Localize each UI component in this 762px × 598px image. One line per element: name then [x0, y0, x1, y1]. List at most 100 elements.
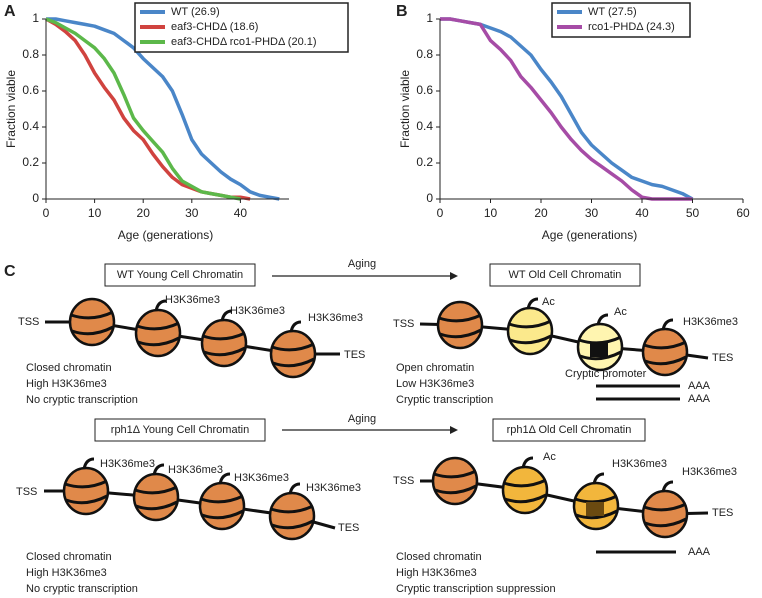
mark-label: H3K36me3: [683, 316, 738, 328]
nucleosome: [269, 329, 317, 379]
y-tick-label: 0.8: [22, 47, 39, 61]
x-tick-label: 50: [686, 206, 700, 220]
tss-label: TSS: [18, 316, 39, 328]
tes-label: TES: [344, 349, 365, 361]
nucleosome: [268, 491, 316, 541]
dna-wrap: [136, 321, 180, 347]
mark-label: H3K36me3: [165, 294, 220, 306]
description: High H3K36me3: [396, 567, 477, 579]
promoter-label: Cryptic promoter: [565, 368, 647, 380]
dna-wrap: [134, 485, 178, 511]
description: Open chromatin: [396, 362, 474, 374]
panel-label: A: [4, 3, 16, 20]
histone-tail: [82, 457, 95, 470]
description: High H3K36me3: [26, 378, 107, 390]
histone-tail: [661, 318, 674, 331]
nucleosome: [641, 327, 689, 377]
nucleosome: [68, 297, 116, 347]
y-tick-label: 0.4: [22, 119, 39, 133]
tes-label: TES: [712, 507, 733, 519]
x-tick-label: 60: [736, 206, 750, 220]
x-tick-label: 0: [437, 206, 444, 220]
histone-tail: [154, 299, 167, 312]
survival-line: [440, 17, 693, 201]
y-tick-label: 0: [32, 191, 39, 205]
description: Cryptic transcription suppression: [396, 583, 556, 595]
tes-label: TES: [712, 352, 733, 364]
legend-box: [551, 2, 691, 38]
promoter-box: [590, 343, 608, 357]
nucleosome: [641, 489, 689, 539]
mark-label: H3K36me3: [308, 312, 363, 324]
x-tick-label: 20: [137, 206, 151, 220]
dna-wrap: [70, 310, 114, 336]
arrow-head: [450, 272, 458, 280]
transcript-label: AAA: [688, 546, 711, 558]
dna-wrap: [643, 502, 687, 528]
y-tick-label: 0: [426, 191, 433, 205]
title-box: [489, 263, 641, 287]
y-axis-label: Fraction viable: [4, 70, 18, 148]
x-axis-label: Age (generations): [542, 228, 637, 242]
mark-label: H3K36me3: [234, 472, 289, 484]
dna-wrap: [271, 342, 315, 368]
survival-line: [45, 17, 241, 201]
dna-wrap: [574, 494, 618, 520]
x-tick-label: 0: [43, 206, 50, 220]
x-tick-label: 30: [185, 206, 199, 220]
x-tick-label: 30: [585, 206, 599, 220]
description: Cryptic transcription: [396, 394, 493, 406]
histone-tail: [220, 309, 233, 322]
nucleosome: [431, 456, 479, 506]
histone-tail: [661, 480, 674, 493]
x-tick-label: 10: [88, 206, 102, 220]
legend-box: [134, 2, 349, 53]
survival-line: [440, 17, 694, 201]
y-tick-label: 1: [32, 11, 39, 25]
promoter-box: [586, 502, 604, 516]
panel-label: B: [396, 3, 408, 20]
mark-label: H3K36me3: [230, 305, 285, 317]
histone-tail: [592, 472, 605, 485]
y-tick-label: 0.6: [22, 83, 39, 97]
legend-label: rco1-PHDΔ (24.3): [588, 21, 675, 33]
box-title: WT Old Cell Chromatin: [509, 269, 622, 281]
y-tick-label: 1: [426, 11, 433, 25]
description: No cryptic transcription: [26, 583, 138, 595]
box-title: WT Young Cell Chromatin: [117, 269, 243, 281]
y-tick-label: 0.4: [416, 119, 433, 133]
histone-tail: [596, 313, 609, 326]
x-tick-label: 10: [484, 206, 498, 220]
legend-label: eaf3-CHDΔ rco1-PHDΔ (20.1): [171, 36, 317, 48]
x-tick-label: 40: [635, 206, 649, 220]
dna-wrap: [64, 479, 108, 505]
dna-wrap: [270, 504, 314, 530]
description: Closed chromatin: [396, 551, 482, 563]
legend-label: WT (26.9): [171, 6, 220, 18]
arrow-label: Aging: [348, 258, 376, 270]
title-box: [492, 418, 646, 442]
legend-label: WT (27.5): [588, 6, 637, 18]
nucleosome: [198, 481, 246, 531]
mark-label: H3K36me3: [306, 482, 361, 494]
description: Closed chromatin: [26, 362, 112, 374]
dna-wrap: [202, 331, 246, 357]
tss-label: TSS: [16, 486, 37, 498]
survival-line: [46, 17, 280, 201]
description: Low H3K36me3: [396, 378, 474, 390]
nucleosome: [436, 300, 484, 350]
dna-wrap: [200, 494, 244, 520]
nucleosome: [506, 306, 554, 356]
y-tick-label: 0.8: [416, 47, 433, 61]
histone-tail: [521, 456, 534, 469]
panel-label: C: [4, 263, 16, 280]
description: Closed chromatin: [26, 551, 112, 563]
legend-label: eaf3-CHDΔ (18.6): [171, 21, 258, 33]
description: High H3K36me3: [26, 567, 107, 579]
mark-label: Ac: [614, 306, 627, 318]
y-tick-label: 0.6: [416, 83, 433, 97]
nucleosome: [200, 318, 248, 368]
histone-tail: [152, 463, 165, 476]
dna-wrap: [643, 340, 687, 366]
